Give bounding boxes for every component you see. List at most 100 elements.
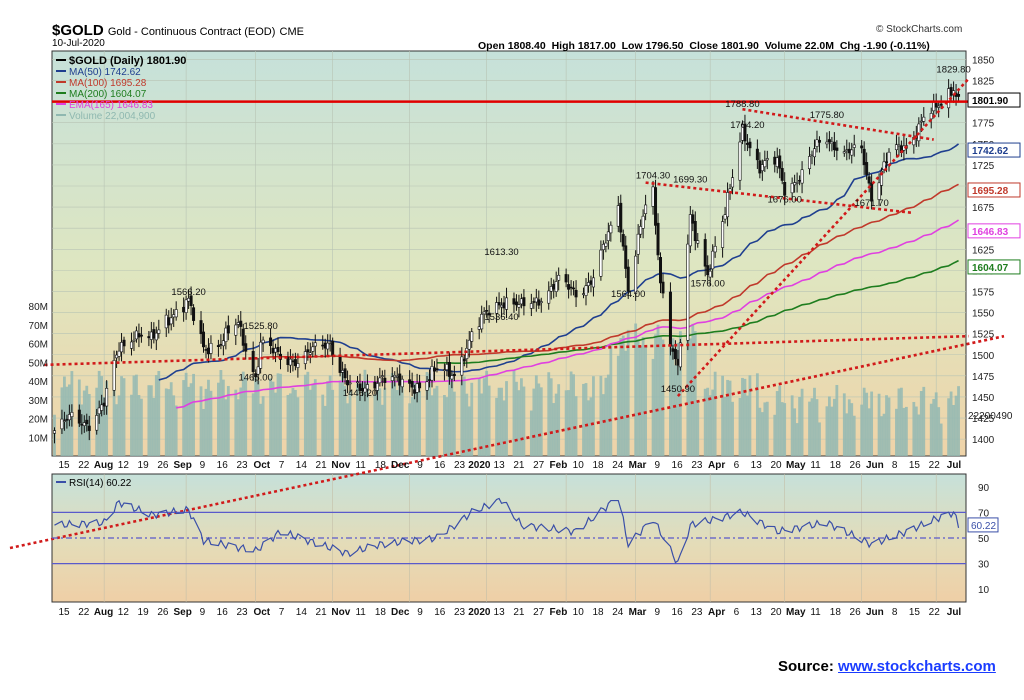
rsi-x-tick-label: 23	[691, 607, 703, 618]
volume-bar	[164, 388, 168, 456]
candle-body	[97, 407, 101, 415]
candle-body	[462, 358, 466, 362]
candle-body	[773, 156, 777, 165]
rsi-line	[54, 497, 960, 564]
candle-body	[172, 314, 176, 318]
candle-body	[745, 142, 749, 145]
volume-bar	[691, 323, 695, 456]
volume-bar	[619, 338, 623, 456]
volume-bar	[870, 391, 874, 456]
price-annotation: 1536.40	[484, 312, 518, 323]
candle-body	[865, 162, 869, 175]
candle-body	[825, 141, 829, 145]
volume-bar	[932, 398, 936, 456]
volume-bar	[323, 405, 327, 456]
price-tick-label: 1725	[972, 161, 995, 172]
volume-bar	[708, 395, 712, 456]
volume-bar	[147, 385, 151, 456]
x-tick-label: 16	[434, 460, 446, 471]
candle-body	[691, 214, 695, 224]
source-link[interactable]: www.stockcharts.com	[838, 658, 996, 675]
price-annotation: 1525.80	[243, 321, 277, 332]
candle-body	[775, 157, 779, 168]
volume-bar	[743, 378, 747, 456]
candle-body	[67, 414, 71, 421]
volume-tick-label: 80M	[29, 302, 48, 313]
volume-bar	[343, 385, 347, 456]
volume-bars	[53, 323, 960, 456]
volume-bar	[254, 377, 258, 456]
candle-body	[192, 307, 196, 321]
volume-bar	[256, 380, 260, 456]
volume-bar	[569, 371, 573, 456]
x-tick-label: 10	[573, 460, 585, 471]
volume-bar	[361, 381, 364, 456]
volume-bar	[226, 385, 230, 456]
candle-body	[957, 94, 961, 97]
x-tick-label: 13	[494, 460, 506, 471]
volume-bar	[827, 396, 831, 456]
volume-bar	[120, 376, 123, 456]
candle-body	[291, 360, 295, 363]
candle-body	[363, 387, 367, 393]
volume-bar	[259, 403, 263, 456]
volume-tick-label: 50M	[29, 358, 48, 369]
volume-bar	[634, 323, 638, 456]
x-tick-label: 9	[200, 460, 206, 471]
rsi-x-tick-label: 23	[236, 607, 248, 618]
volume-bar	[373, 394, 377, 456]
volume-bar	[529, 410, 533, 456]
volume-bar	[703, 388, 707, 456]
legend-entry: $GOLD (Daily) 1801.90	[69, 55, 186, 67]
rsi-x-tick-label: 18	[830, 607, 842, 618]
volume-bar	[157, 370, 161, 456]
x-tick-label: 12	[118, 460, 130, 471]
candle-body	[601, 243, 605, 250]
volume-bar	[755, 373, 759, 456]
rsi-last-label: 60.22	[971, 521, 996, 532]
rsi-x-tick-label: 8	[892, 607, 898, 618]
rsi-x-tick-label: Aug	[94, 607, 113, 618]
candle-body	[378, 377, 382, 384]
volume-bar	[279, 373, 282, 456]
rsi-x-tick-label: 15	[58, 607, 70, 618]
candle-body	[293, 359, 297, 367]
volume-bar	[520, 378, 523, 456]
candle-body	[204, 349, 208, 351]
volume-bar	[897, 388, 901, 456]
candle-body	[95, 415, 99, 431]
volume-bar	[606, 374, 610, 456]
candle-body	[798, 179, 802, 182]
legend-entry: MA(50) 1742.62	[69, 67, 141, 78]
volume-bar	[428, 373, 431, 456]
rsi-x-tick-label: 16	[434, 607, 446, 618]
volume-bar	[609, 346, 613, 456]
volume-bar	[882, 413, 886, 456]
volume-bar	[221, 379, 225, 456]
candle-body	[621, 234, 625, 247]
candle-body	[425, 381, 429, 391]
candle-body	[120, 342, 124, 353]
candle-body	[696, 240, 700, 244]
candle-body	[703, 239, 707, 267]
price-tick-label: 1475	[972, 372, 995, 383]
price-tick-label: 1775	[972, 119, 995, 130]
candle-body	[122, 339, 126, 347]
volume-bar	[467, 406, 471, 456]
volume-bar	[713, 371, 717, 456]
candle-body	[880, 170, 884, 186]
rsi-x-tick-label: 19	[138, 607, 150, 618]
volume-bar	[169, 382, 173, 456]
candle-body	[793, 182, 797, 186]
x-tick-label: 15	[58, 460, 70, 471]
volume-bar	[261, 396, 265, 456]
candle-body	[117, 350, 121, 357]
ohlc-readout: Open 1808.40 High 1817.00 Low 1796.50 Cl…	[478, 40, 930, 52]
chart-date: 10-Jul-2020	[52, 38, 105, 49]
volume-bar	[601, 394, 605, 456]
volume-bar	[326, 381, 330, 456]
volume-bar	[818, 422, 821, 456]
candle-body	[626, 266, 630, 292]
volume-bar	[366, 380, 369, 456]
candle-body	[182, 306, 186, 313]
